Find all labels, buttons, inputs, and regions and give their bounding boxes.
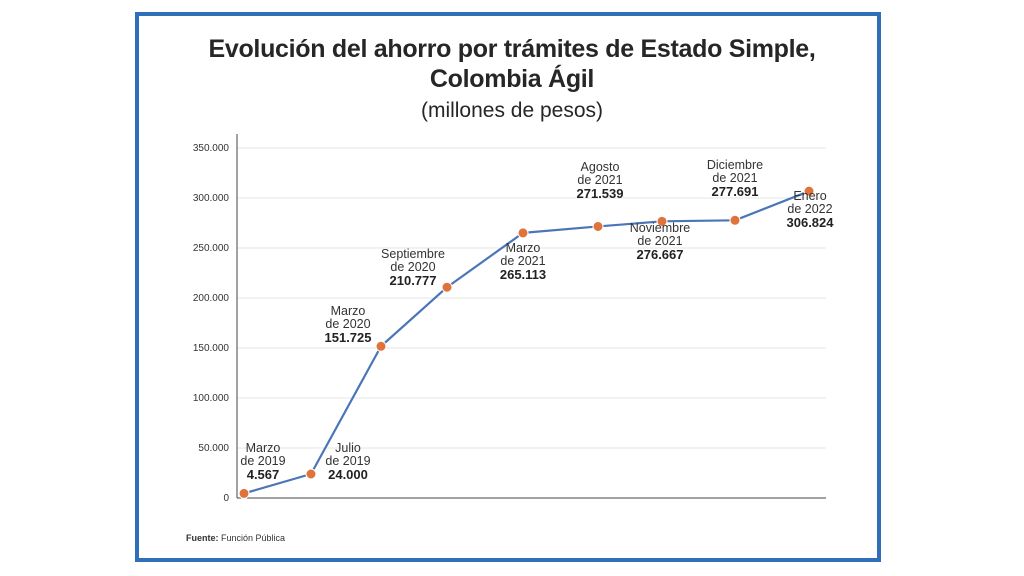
data-point-date-label: Julio <box>335 441 361 455</box>
data-point-marker <box>803 185 815 197</box>
chart-frame <box>135 12 881 562</box>
data-point-marker <box>517 227 529 239</box>
data-point-value-label: 276.667 <box>637 247 684 262</box>
data-point-value-label: 151.725 <box>325 330 372 345</box>
y-tick-label: 200.000 <box>193 293 230 304</box>
data-point-date-label: Enero <box>793 189 826 203</box>
data-point-value-label: 210.777 <box>390 273 437 288</box>
data-point-date-label: Marzo <box>331 304 366 318</box>
data-point-marker <box>592 220 604 232</box>
y-tick-label: 300.000 <box>193 193 230 204</box>
data-point-marker <box>375 340 387 352</box>
y-tick-label: 50.000 <box>198 443 229 454</box>
source-note: Fuente: Función Pública <box>186 533 285 543</box>
data-point-marker <box>656 215 668 227</box>
data-point-marker <box>305 468 317 480</box>
data-point-marker <box>238 487 250 499</box>
data-point-date-label: de 2020 <box>390 260 435 274</box>
y-tick-label: 250.000 <box>193 243 230 254</box>
data-point-value-label: 277.691 <box>712 184 759 199</box>
data-point-marker <box>729 214 741 226</box>
y-tick-label: 100.000 <box>193 393 230 404</box>
source-text: Función Pública <box>221 533 286 543</box>
data-point-date-label: de 2019 <box>325 454 370 468</box>
data-point-date-label: Noviembre <box>630 221 690 235</box>
chart-title-line-2: Colombia Ágil <box>429 65 595 93</box>
chart-title-line-1: Evolución del ahorro por trámites de Est… <box>208 35 816 63</box>
data-point-value-label: 306.824 <box>787 215 835 230</box>
data-point-date-label: Marzo <box>506 241 541 255</box>
data-point-value-label: 4.567 <box>247 467 280 482</box>
data-point-date-label: de 2021 <box>712 171 757 185</box>
y-tick-label: 0 <box>223 493 229 504</box>
data-point-value-label: 271.539 <box>577 186 624 201</box>
chart-subtitle: (millones de pesos) <box>420 99 604 122</box>
data-point-date-label: de 2020 <box>325 317 370 331</box>
data-point-date-label: Agosto <box>581 160 620 174</box>
data-point-value-label: 265.113 <box>500 267 546 282</box>
data-point-value-label: 24.000 <box>328 467 368 482</box>
data-point-date-label: de 2021 <box>637 234 682 248</box>
data-point-date-label: de 2022 <box>787 202 832 216</box>
data-point-date-label: Marzo <box>246 441 281 455</box>
data-point-date-label: de 2021 <box>500 254 545 268</box>
y-tick-label: 350.000 <box>193 143 230 154</box>
data-point-date-label: de 2021 <box>577 173 622 187</box>
source-label: Fuente: <box>186 533 219 543</box>
data-point-date-label: Diciembre <box>707 158 763 172</box>
y-tick-label: 150.000 <box>193 343 230 354</box>
data-point-date-label: Septiembre <box>381 247 445 261</box>
data-point-date-label: de 2019 <box>240 454 285 468</box>
data-point-marker <box>441 281 453 293</box>
